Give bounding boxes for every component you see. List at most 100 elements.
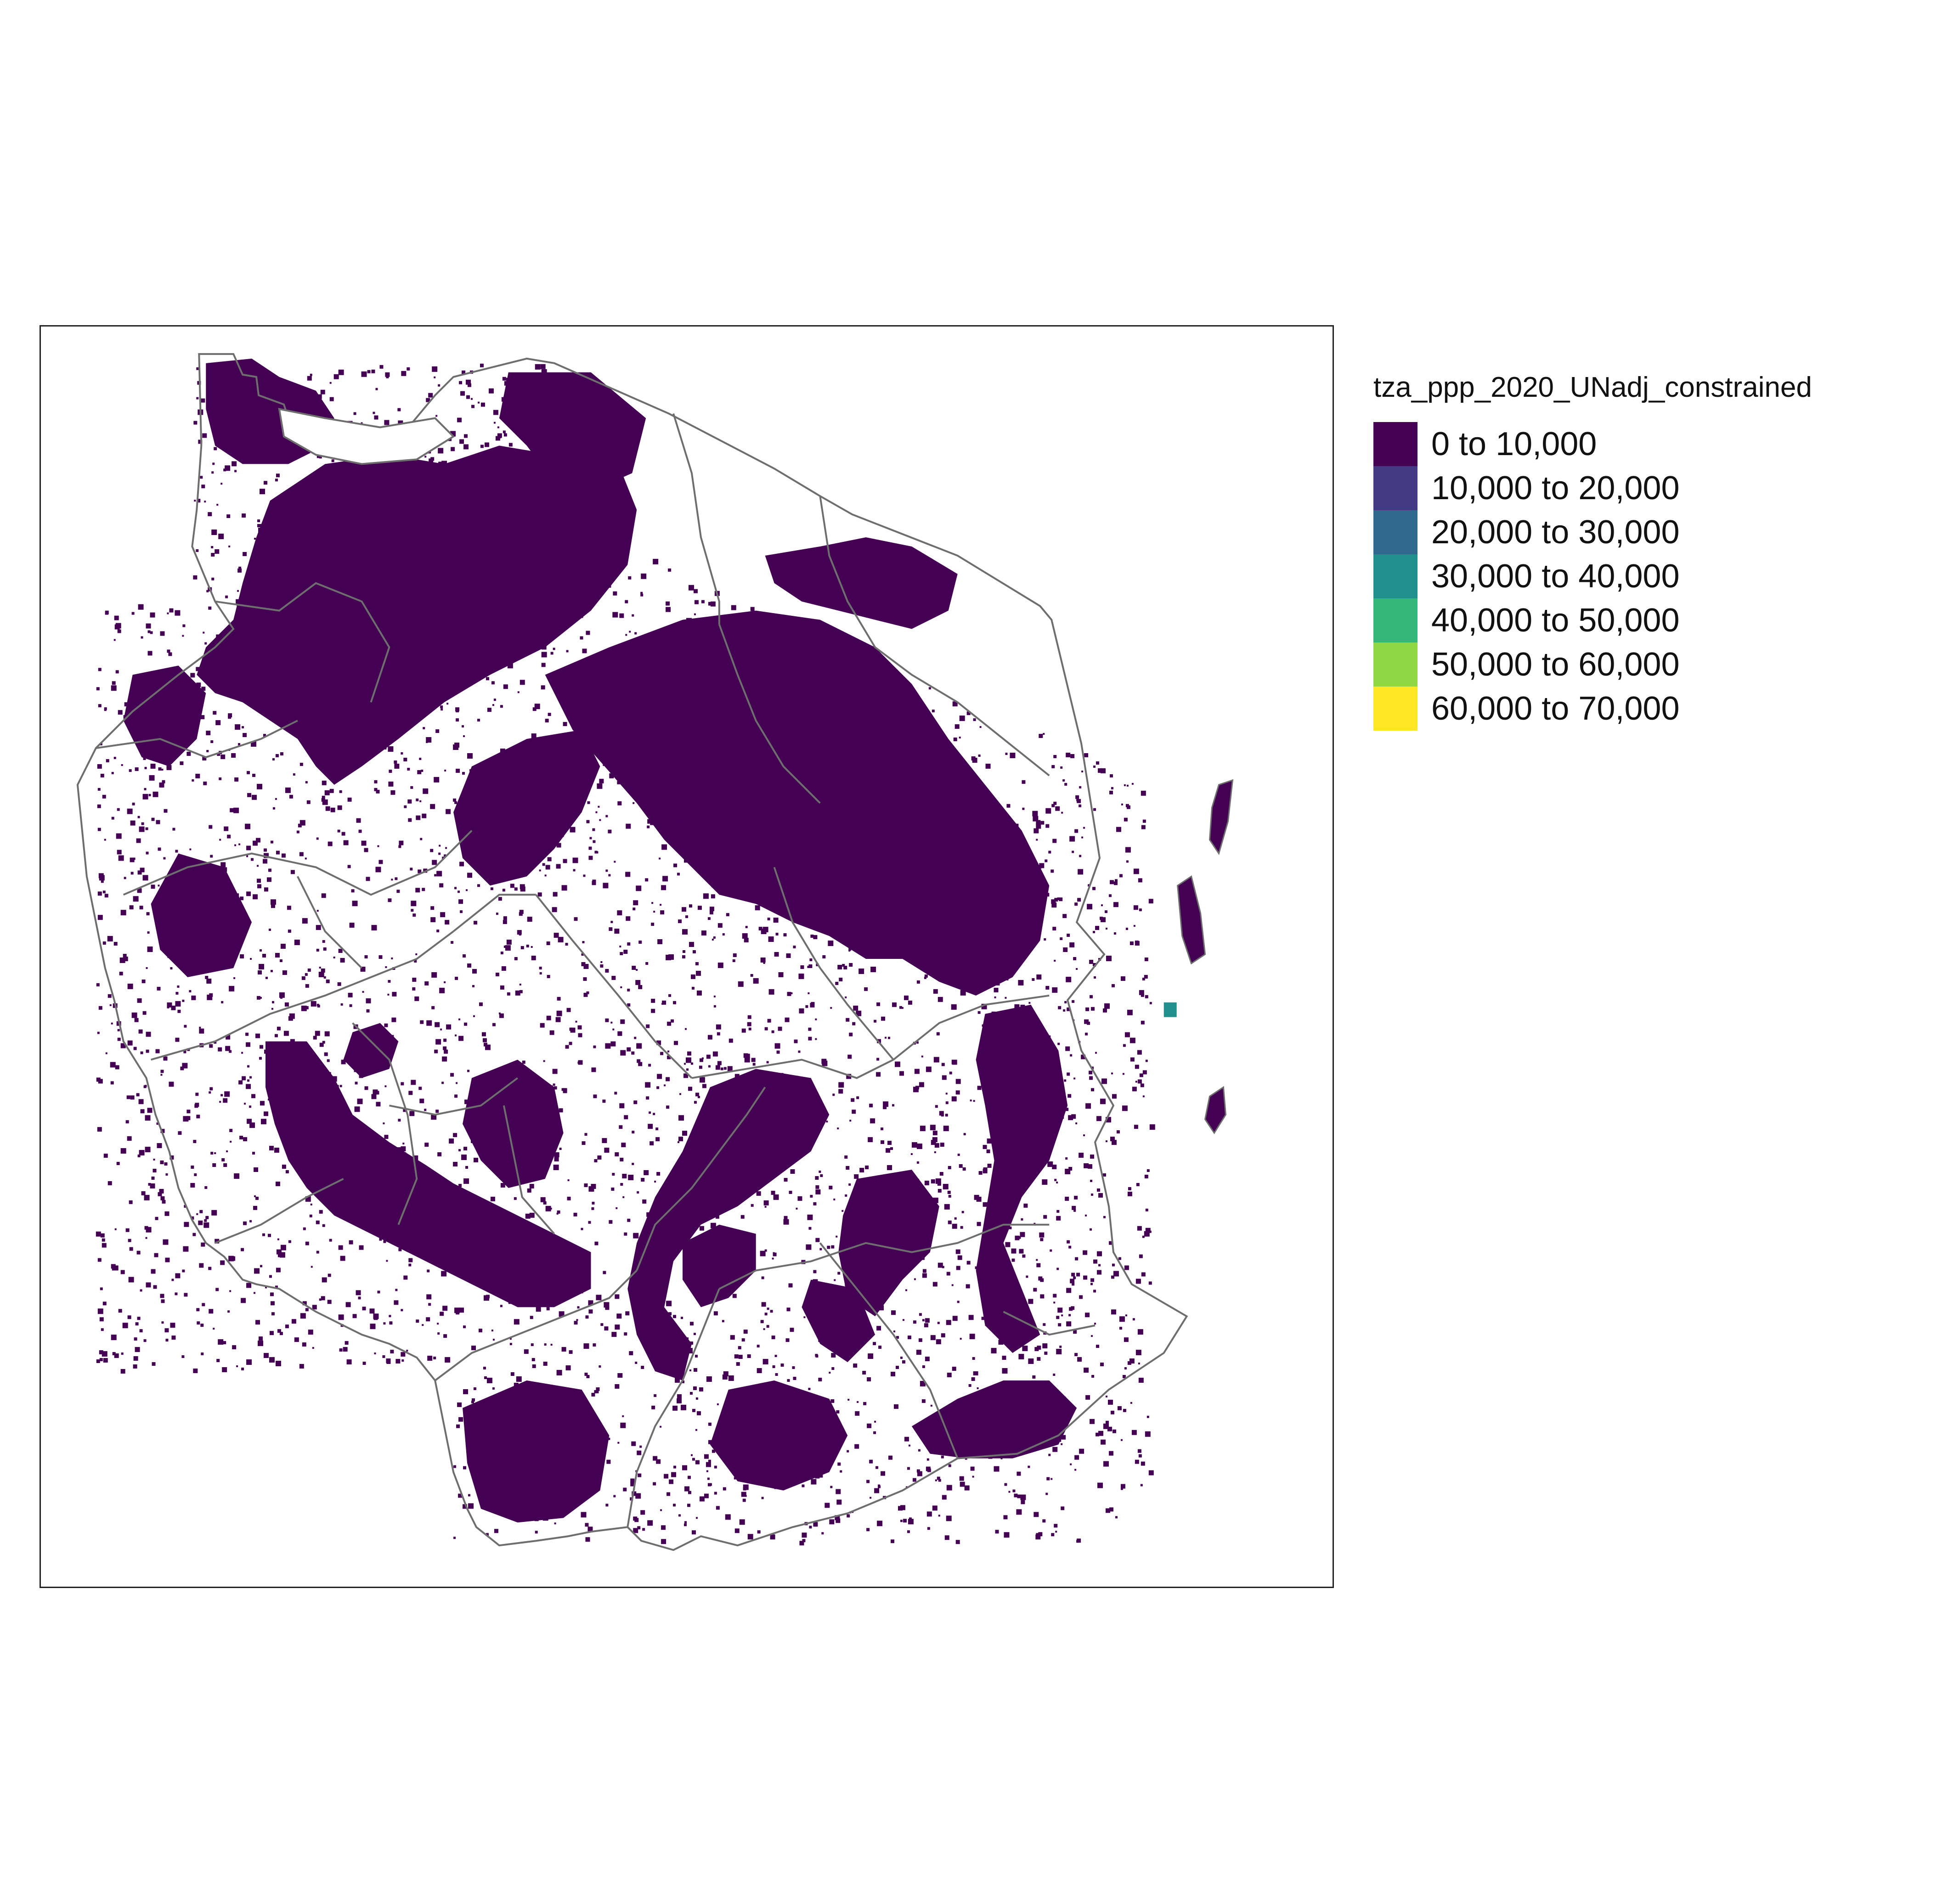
settlement-pixel xyxy=(200,476,203,479)
settlement-pixel xyxy=(310,580,312,582)
settlement-pixel xyxy=(711,894,715,899)
settlement-pixel xyxy=(651,1008,655,1013)
settlement-pixel xyxy=(1042,1343,1048,1349)
settlement-pixel xyxy=(438,448,444,454)
settlement-pixel xyxy=(456,718,459,722)
settlement-pixel xyxy=(776,677,782,683)
settlement-pixel xyxy=(102,1351,107,1357)
settlement-pixel xyxy=(219,1101,221,1103)
settlement-pixel xyxy=(955,965,961,971)
settlement-pixel xyxy=(1140,1083,1144,1087)
settlement-pixel xyxy=(1001,1155,1007,1160)
settlement-pixel xyxy=(1017,1105,1021,1109)
settlement-pixel xyxy=(531,1343,534,1346)
settlement-pixel xyxy=(915,1190,920,1195)
settlement-pixel xyxy=(930,1125,936,1131)
settlement-pixel xyxy=(621,752,627,758)
settlement-pixel xyxy=(322,504,328,509)
settlement-pixel xyxy=(480,586,482,589)
settlement-pixel xyxy=(1019,1147,1022,1150)
settlement-pixel xyxy=(838,1348,840,1351)
settlement-pixel xyxy=(269,1331,274,1335)
settlement-pixel xyxy=(861,1183,866,1188)
settlement-pixel xyxy=(686,1068,689,1071)
settlement-pixel xyxy=(653,1113,655,1115)
settlement-pixel xyxy=(451,1207,456,1212)
settlement-pixel xyxy=(916,1041,919,1044)
settlement-pixel xyxy=(368,693,373,697)
settlement-pixel xyxy=(766,1061,769,1064)
settlement-pixel xyxy=(781,1421,785,1425)
settlement-pixel xyxy=(696,1240,700,1244)
settlement-pixel xyxy=(947,1373,952,1377)
settlement-pixel xyxy=(469,838,475,844)
settlement-pixel xyxy=(1058,1113,1064,1119)
settlement-pixel xyxy=(934,778,936,781)
population-hotspot xyxy=(1163,1002,1177,1017)
settlement-pixel xyxy=(1072,1283,1075,1286)
settlement-pixel xyxy=(269,1275,272,1278)
settlement-pixel xyxy=(686,1057,691,1063)
settlement-pixel xyxy=(746,1113,752,1118)
settlement-pixel xyxy=(908,703,913,708)
settlement-pixel xyxy=(446,1024,452,1030)
settlement-pixel xyxy=(1057,1307,1063,1313)
settlement-pixel xyxy=(635,1362,638,1364)
settlement-pixel xyxy=(347,865,351,868)
settlement-pixel xyxy=(1003,876,1006,879)
settlement-pixel xyxy=(574,1251,579,1256)
settlement-pixel xyxy=(396,1147,401,1152)
settlement-pixel xyxy=(336,1085,339,1088)
settlement-pixel xyxy=(205,944,209,947)
settlement-pixel xyxy=(722,1320,724,1323)
settlement-pixel xyxy=(1066,752,1071,757)
settlement-pixel xyxy=(257,519,260,523)
settlement-pixel xyxy=(622,1196,625,1198)
settlement-pixel xyxy=(585,1537,590,1542)
settlement-pixel xyxy=(548,713,551,716)
legend-item: 50,000 to 60,000 xyxy=(1373,642,1925,687)
settlement-pixel xyxy=(262,1233,265,1236)
settlement-pixel xyxy=(742,933,748,939)
region-boundary xyxy=(151,930,454,1061)
settlement-pixel xyxy=(608,1437,610,1440)
settlement-pixel xyxy=(305,857,307,860)
settlement-pixel xyxy=(456,768,460,773)
settlement-pixel xyxy=(477,884,480,887)
settlement-pixel xyxy=(391,957,393,959)
settlement-pixel xyxy=(570,827,576,833)
settlement-pixel xyxy=(196,682,201,687)
settlement-pixel xyxy=(714,1465,717,1469)
settlement-pixel xyxy=(675,689,678,693)
settlement-pixel xyxy=(479,1002,483,1006)
settlement-pixel xyxy=(265,424,268,428)
settlement-pixel xyxy=(311,1001,316,1007)
settlement-pixel xyxy=(662,876,668,882)
settlement-pixel xyxy=(117,1029,120,1031)
settlement-pixel xyxy=(561,885,567,891)
settlement-pixel xyxy=(733,953,737,957)
settlement-pixel xyxy=(983,1202,988,1207)
settlement-pixel xyxy=(193,421,198,425)
settlement-pixel xyxy=(813,1202,817,1205)
settlement-pixel xyxy=(486,677,489,681)
settlement-pixel xyxy=(536,750,538,752)
settlement-pixel xyxy=(697,747,701,751)
settlement-pixel xyxy=(331,1099,334,1102)
settlement-pixel xyxy=(1138,1363,1140,1365)
settlement-pixel xyxy=(357,1148,361,1152)
settlement-pixel xyxy=(201,687,206,691)
settlement-pixel xyxy=(1019,1046,1024,1051)
settlement-pixel xyxy=(597,783,603,789)
settlement-pixel xyxy=(998,1340,1004,1345)
settlement-pixel xyxy=(546,941,550,946)
settlement-pixel xyxy=(607,748,612,753)
settlement-pixel xyxy=(668,994,672,997)
settlement-pixel xyxy=(1126,784,1129,787)
settlement-pixel xyxy=(97,788,101,791)
settlement-pixel xyxy=(1051,899,1056,904)
settlement-pixel xyxy=(556,864,561,869)
settlement-pixel xyxy=(595,1470,599,1474)
settlement-pixel xyxy=(296,641,301,646)
settlement-pixel xyxy=(797,1108,802,1113)
